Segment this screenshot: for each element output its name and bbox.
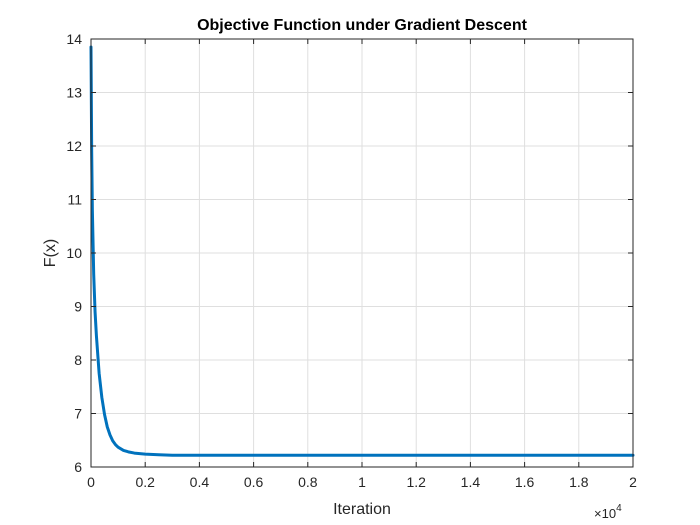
y-tick-label: 12 [66,138,82,154]
x-tick-label: 2 [629,474,637,490]
x-tick-label: 0 [87,474,95,490]
x-tick-labels: 0 0.2 0.4 0.6 0.8 1 1.2 1.4 1.6 1.8 2 [87,474,637,490]
x-axis-label: Iteration [333,501,391,518]
tick-marks [90,38,634,468]
x-exponent-power: 4 [616,503,622,514]
x-tick-label: 0.2 [135,474,155,490]
y-tick-label: 10 [66,245,82,261]
x-tick-label: 1.4 [461,474,481,490]
y-tick-label: 13 [66,85,82,101]
y-tick-label: 11 [67,192,82,208]
x-tick-label: 0.6 [244,474,264,490]
x-exponent-base: ×10 [594,506,616,521]
x-tick-label: 0.8 [298,474,318,490]
y-tick-label: 7 [74,406,82,422]
x-tick-label: 0.4 [190,474,210,490]
y-tick-label: 9 [74,299,82,315]
y-tick-label: 8 [74,352,82,368]
y-axis-label: F(x) [42,239,59,267]
x-tick-label: 1 [358,474,366,490]
series-line [89,45,635,457]
series-layer [89,45,635,457]
y-tick-labels: 6 7 8 9 10 11 12 13 14 [66,31,82,475]
chart-title: Objective Function under Gradient Descen… [197,17,528,34]
y-tick-label: 14 [66,31,82,47]
x-tick-label: 1.8 [569,474,589,490]
x-tick-label: 1.6 [515,474,535,490]
x-axis-exponent: ×104 [594,503,622,521]
x-tick-label: 1.2 [406,474,426,490]
y-tick-label: 6 [74,459,82,475]
